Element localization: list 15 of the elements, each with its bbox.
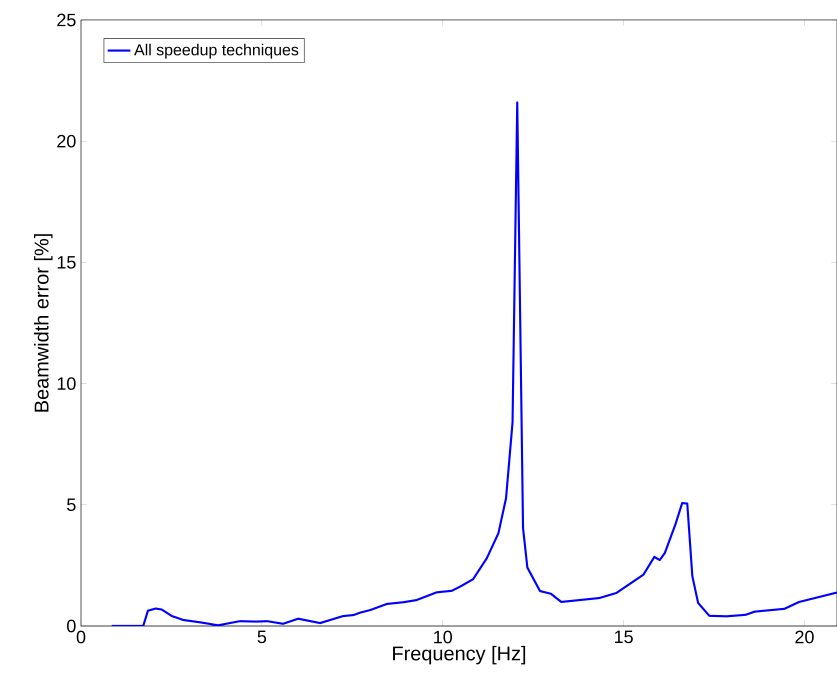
x-axis-title: Frequency [Hz] xyxy=(393,646,526,664)
y-tick-label: 20 xyxy=(57,134,76,148)
y-tick-label: 10 xyxy=(58,377,76,390)
x-tick-label: 20 xyxy=(795,630,814,644)
x-tick-label: 15 xyxy=(614,630,633,644)
y-tick-label: 25 xyxy=(57,14,76,26)
x-tick-label: 10 xyxy=(434,630,452,644)
x-tick-label: 0 xyxy=(76,630,86,644)
y-axis-title: Beamwidth error [%] xyxy=(34,234,53,412)
y-tick-label: 0 xyxy=(67,620,76,632)
x-tick-label: 5 xyxy=(258,630,266,644)
legend-label: All speedup techniques xyxy=(134,44,298,59)
line-series xyxy=(110,101,837,626)
y-tick-label: 5 xyxy=(67,498,76,512)
y-tick-label: 15 xyxy=(58,256,76,269)
